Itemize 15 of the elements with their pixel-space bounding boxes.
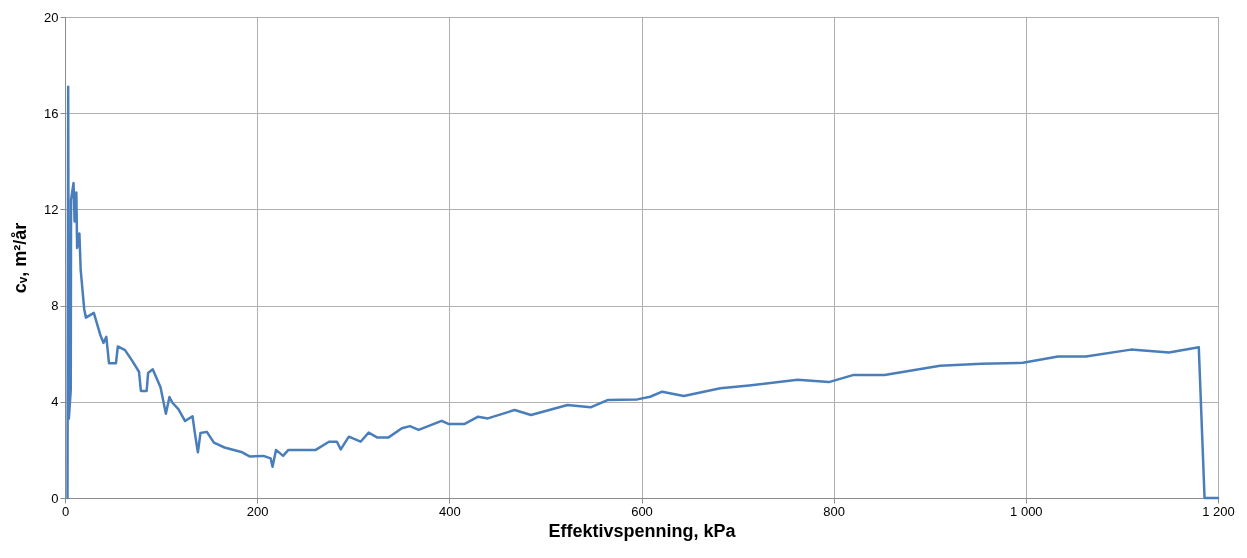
x-tick-label: 800: [823, 503, 846, 519]
x-tick-label: 0: [61, 503, 70, 519]
y-tick-label: 16: [44, 105, 59, 121]
x-axis-title: Effektivspenning, kPa: [548, 520, 737, 541]
x-tick-label: 600: [631, 503, 653, 519]
x-tick-label: 200: [246, 503, 269, 519]
x-tick-label: 1 000: [1010, 503, 1043, 519]
y-tick-label: 0: [51, 490, 59, 506]
y-tick-label: 20: [44, 9, 59, 25]
y-tick-label: 8: [51, 298, 59, 314]
x-tick-label: 1 200: [1202, 503, 1235, 519]
y-axis-title: cᵥ, m²/år: [10, 222, 31, 294]
x-tick-label: 400: [438, 503, 461, 519]
y-tick-label: 4: [51, 394, 59, 410]
y-tick-label: 12: [44, 201, 59, 217]
